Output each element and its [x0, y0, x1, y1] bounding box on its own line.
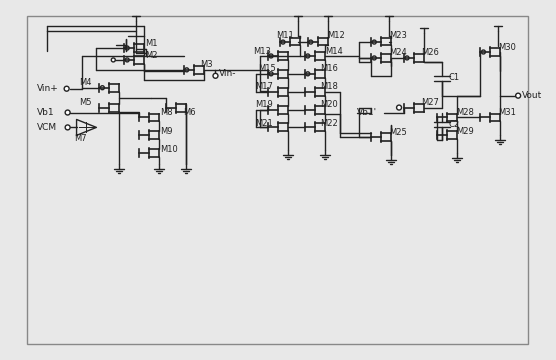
Text: M6: M6 [183, 108, 195, 117]
Text: M27: M27 [421, 98, 439, 107]
Circle shape [396, 105, 401, 110]
Circle shape [65, 110, 70, 115]
Text: M30: M30 [498, 42, 516, 51]
Text: Vout: Vout [522, 91, 542, 100]
Text: M5: M5 [80, 98, 92, 107]
Text: Vb1: Vb1 [37, 108, 54, 117]
Text: M2: M2 [145, 51, 157, 60]
Text: M22: M22 [320, 119, 337, 128]
Text: M14: M14 [325, 46, 342, 55]
Text: M13: M13 [253, 46, 271, 55]
Text: M24: M24 [389, 49, 407, 58]
Text: M16: M16 [320, 64, 337, 73]
Text: C2: C2 [449, 120, 460, 129]
Text: M31: M31 [498, 108, 516, 117]
Text: M7: M7 [75, 134, 87, 143]
Text: M20: M20 [320, 100, 337, 109]
Text: M26: M26 [421, 49, 439, 58]
Text: Vb1': Vb1' [358, 108, 378, 117]
Text: Vin+: Vin+ [37, 84, 58, 93]
Text: M29: M29 [456, 127, 474, 136]
Text: M11: M11 [276, 31, 294, 40]
Circle shape [213, 73, 218, 78]
Text: M23: M23 [389, 31, 407, 40]
Text: M19: M19 [255, 100, 273, 109]
Text: M9: M9 [160, 127, 172, 136]
Text: C1: C1 [449, 73, 460, 82]
Text: Vin-: Vin- [219, 69, 236, 78]
Text: M28: M28 [456, 108, 474, 117]
Text: M18: M18 [320, 82, 337, 91]
Text: M8: M8 [160, 108, 172, 117]
Circle shape [111, 58, 115, 62]
Text: M15: M15 [258, 64, 276, 73]
Circle shape [64, 86, 69, 91]
Text: M25: M25 [389, 128, 407, 137]
Text: M21: M21 [255, 119, 273, 128]
Text: M12: M12 [327, 31, 345, 40]
Text: M1: M1 [145, 39, 157, 48]
Circle shape [65, 125, 70, 130]
Circle shape [515, 93, 520, 98]
Text: M3: M3 [201, 60, 214, 69]
Text: M4: M4 [80, 78, 92, 87]
Polygon shape [77, 120, 96, 135]
FancyBboxPatch shape [27, 16, 528, 344]
Text: VCM: VCM [37, 123, 57, 132]
Text: M17: M17 [255, 82, 273, 91]
Text: M10: M10 [160, 145, 178, 154]
